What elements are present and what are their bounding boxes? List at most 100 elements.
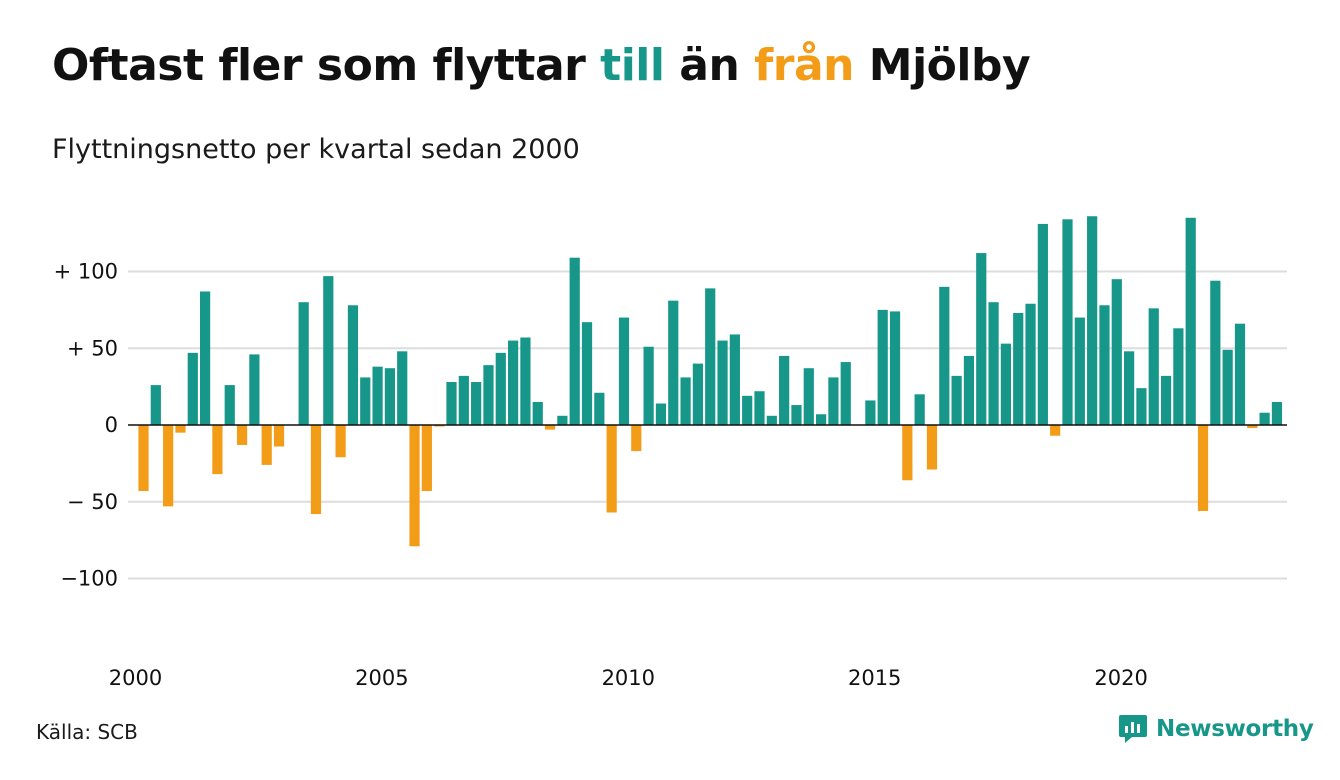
bar xyxy=(138,425,149,491)
bar xyxy=(1222,349,1233,425)
bar xyxy=(1074,317,1085,425)
x-tick-label: 2005 xyxy=(355,666,408,690)
bar xyxy=(421,425,432,491)
bar xyxy=(323,276,334,425)
bar xyxy=(273,425,285,447)
bar xyxy=(1197,425,1209,511)
bar xyxy=(988,302,999,425)
chart-subtitle: Flyttningsnetto per kvartal sedan 2000 xyxy=(52,134,580,165)
bar xyxy=(495,352,506,425)
bar xyxy=(840,362,851,425)
bar xyxy=(458,375,469,425)
bar xyxy=(520,337,531,425)
bar xyxy=(668,300,679,425)
bar xyxy=(224,385,235,425)
title-part-1: Oftast fler som flyttar xyxy=(52,40,601,91)
bar xyxy=(692,363,703,425)
bar xyxy=(569,257,580,425)
bar xyxy=(471,382,482,425)
tick-labels: + 100 + 50 0 − 50 −100 2000 2005 2010 2015 2020 xyxy=(54,260,1148,691)
bar xyxy=(1210,280,1221,425)
bar xyxy=(200,291,211,425)
x-tick-label: 2010 xyxy=(602,666,655,690)
y-tick-label: 0 xyxy=(105,413,118,437)
bar xyxy=(631,425,642,452)
x-tick-label: 2000 xyxy=(109,666,162,690)
bar xyxy=(1259,412,1270,425)
bar xyxy=(594,392,605,425)
bar xyxy=(1050,425,1061,436)
bar xyxy=(1271,401,1283,425)
bar xyxy=(335,425,346,458)
bar xyxy=(766,415,777,425)
bar xyxy=(926,425,938,470)
bar xyxy=(1234,323,1246,425)
bar xyxy=(261,425,272,465)
bar xyxy=(606,425,617,513)
title-highlight-fran: från xyxy=(754,40,854,91)
source-label: Källa: SCB xyxy=(36,720,138,744)
bar xyxy=(557,415,568,425)
bar xyxy=(791,405,802,425)
bar xyxy=(372,366,383,425)
bar xyxy=(1124,351,1135,425)
bar xyxy=(976,253,987,425)
bar xyxy=(1173,328,1184,425)
bar xyxy=(1099,305,1110,425)
bar xyxy=(384,368,395,425)
bar xyxy=(236,425,248,445)
bar xyxy=(249,354,260,425)
bar xyxy=(914,394,925,425)
bar xyxy=(360,377,371,426)
bar xyxy=(1037,223,1048,425)
bars xyxy=(138,216,1283,547)
bar xyxy=(1160,375,1172,425)
title-part-3: Mjölby xyxy=(853,40,1031,91)
bar xyxy=(483,365,494,425)
bar xyxy=(754,391,765,425)
title-highlight-till: till xyxy=(600,40,665,91)
bar xyxy=(877,309,888,426)
bar xyxy=(717,340,728,425)
bar xyxy=(446,382,457,425)
brand-logo: Newsworthy xyxy=(1118,713,1314,745)
bar xyxy=(581,322,593,425)
y-tick-label: + 50 xyxy=(67,336,118,360)
bar xyxy=(1025,303,1036,426)
bar xyxy=(889,311,901,425)
bar xyxy=(1062,219,1073,425)
bar xyxy=(409,425,420,547)
bar xyxy=(1013,312,1024,425)
y-tick-label: + 100 xyxy=(54,260,118,284)
x-tick-label: 2015 xyxy=(848,666,901,690)
bar xyxy=(298,302,309,425)
bar xyxy=(779,355,790,426)
bar xyxy=(212,425,223,475)
bar xyxy=(705,288,716,425)
bar xyxy=(865,400,876,425)
bar xyxy=(803,368,814,425)
bar xyxy=(1000,343,1011,425)
bar xyxy=(655,403,667,425)
bar xyxy=(1247,425,1258,429)
bar xyxy=(1087,216,1098,425)
bar xyxy=(963,355,975,426)
y-tick-label: −100 xyxy=(60,567,118,591)
bar xyxy=(1136,388,1147,425)
bar xyxy=(1148,308,1159,425)
chart-title: Oftast fler som flyttar till än från Mjö… xyxy=(52,40,1031,91)
title-part-2: än xyxy=(664,40,755,91)
bar xyxy=(434,425,445,427)
bar xyxy=(347,305,359,425)
bar xyxy=(163,425,174,507)
bar xyxy=(742,395,753,425)
bar xyxy=(187,352,198,425)
x-tick-label: 2020 xyxy=(1094,666,1147,690)
bar xyxy=(816,414,827,425)
bar xyxy=(1185,217,1196,425)
bar xyxy=(643,346,654,425)
bar xyxy=(150,385,161,425)
bar xyxy=(951,375,962,425)
bar xyxy=(397,351,408,425)
bar xyxy=(532,401,543,425)
